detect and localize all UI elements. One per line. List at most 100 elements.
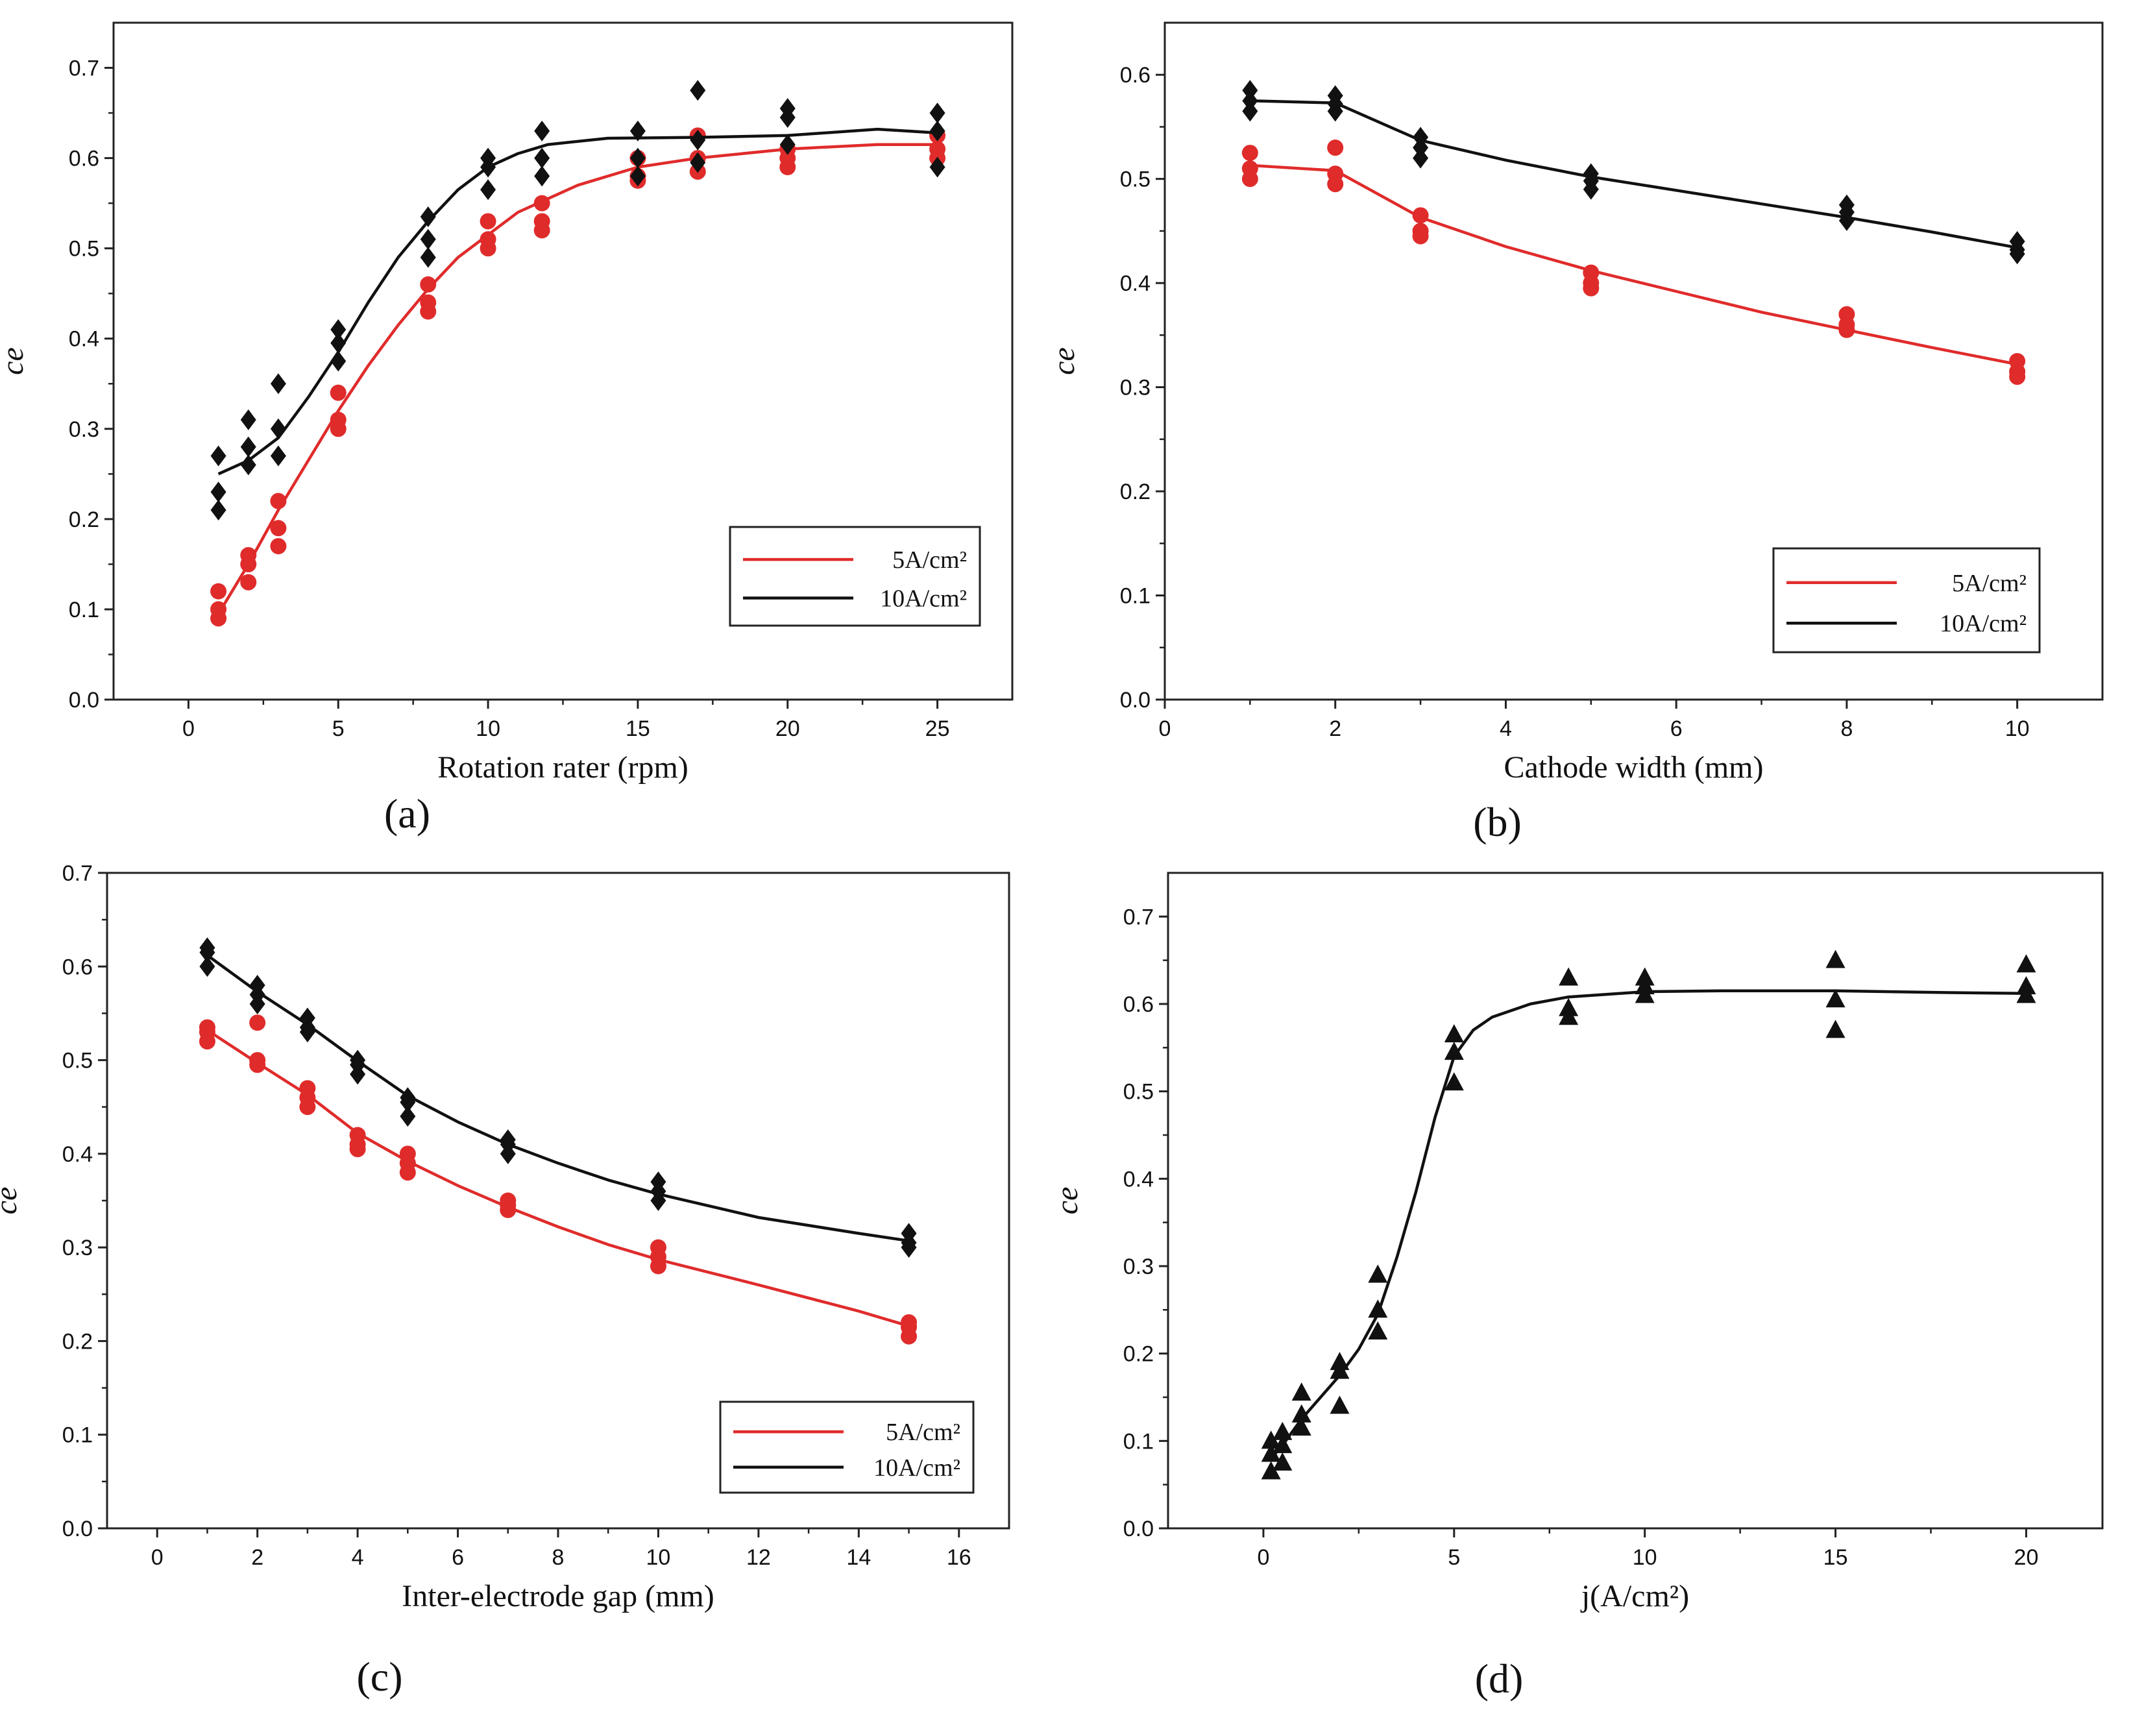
x-tick-label: 15	[626, 716, 650, 741]
data-point-diamond	[400, 1092, 416, 1113]
data-point-triangle	[1291, 1404, 1311, 1423]
fit-curve	[217, 143, 938, 615]
x-tick-label: 20	[2014, 1545, 2039, 1570]
data-point-diamond	[199, 942, 215, 963]
data-point-circle	[349, 1141, 366, 1158]
x-tick-label: 8	[552, 1545, 565, 1570]
data-point-triangle	[1368, 1299, 1388, 1318]
legend-entry: 5A/cm²	[1952, 570, 2027, 597]
y-axis-label: ce	[0, 1187, 23, 1215]
data-point-circle	[249, 1014, 266, 1031]
x-tick-label: 25	[925, 716, 950, 741]
x-tick-label: 0	[182, 716, 195, 741]
x-tick-label: 20	[775, 716, 800, 741]
data-point-diamond	[240, 409, 256, 430]
data-point-diamond	[1242, 101, 1258, 122]
data-point-triangle	[1330, 1395, 1350, 1414]
data-point-diamond	[270, 373, 286, 395]
y-tick-label: 0.4	[62, 1142, 93, 1167]
legend: 5A/cm² 10A/cm²	[729, 526, 981, 627]
data-point-diamond	[270, 418, 286, 439]
data-point-diamond	[420, 206, 436, 227]
legend-entry: 10A/cm²	[873, 1454, 960, 1482]
data-point-diamond	[901, 1237, 917, 1258]
x-tick-label: 10	[646, 1545, 671, 1570]
data-point-diamond	[210, 499, 226, 520]
x-tick-label: 5	[1448, 1545, 1460, 1570]
series-1	[1241, 140, 2026, 385]
data-point-circle	[270, 520, 287, 537]
legend: 5A/cm² 10A/cm²	[719, 1400, 975, 1494]
y-tick-label: 0.5	[1120, 167, 1151, 192]
plot-frame	[1163, 21, 2104, 701]
panel-label: (b)	[1473, 799, 1522, 845]
legend-entry: 5A/cm²	[886, 1419, 960, 1446]
data-point-triangle	[1261, 1461, 1281, 1480]
data-point-diamond	[1242, 80, 1258, 101]
data-point-diamond	[500, 1143, 516, 1164]
y-tick-label: 0.7	[1123, 905, 1154, 929]
legend-box	[729, 526, 981, 627]
data-point-diamond	[420, 228, 436, 250]
data-point-triangle	[1261, 1430, 1281, 1449]
data-point-circle	[210, 583, 227, 600]
y-tick-label: 0.5	[62, 1049, 93, 1073]
data-point-circle	[399, 1164, 416, 1181]
series-1	[199, 1014, 918, 1345]
data-point-diamond	[210, 445, 226, 467]
data-point-triangle	[1825, 949, 1846, 968]
data-point-circle	[533, 195, 550, 212]
legend-entry: 5A/cm²	[892, 546, 967, 574]
data-point-circle	[299, 1099, 316, 1116]
y-tick-label: 0.4	[1120, 271, 1151, 296]
y-tick-label: 0.1	[69, 598, 99, 622]
data-point-diamond	[210, 482, 226, 503]
y-tick-label: 0.0	[69, 688, 99, 713]
y-tick-label: 0.4	[69, 327, 99, 352]
y-tick-label: 0.5	[1123, 1080, 1154, 1105]
chart-panel-c: 0 2 4 6 8 10 12 14 16 0.0 0.1 0.2 0.3 0.4 0.5 0.6 0.7 Int…	[0, 861, 1010, 1700]
data-point-diamond	[1583, 178, 1599, 200]
y-tick-label: 0.0	[1120, 688, 1151, 713]
data-point-diamond	[1413, 127, 1429, 148]
series-1	[210, 127, 946, 627]
data-point-triangle	[1444, 1024, 1464, 1043]
y-tick-label: 0.2	[62, 1329, 93, 1354]
data-point-circle	[779, 159, 796, 176]
data-point-triangle	[1559, 1007, 1579, 1025]
x-tick-label: 14	[846, 1545, 871, 1570]
data-point-diamond	[2009, 243, 2025, 265]
data-point-triangle	[1444, 1042, 1464, 1060]
x-tick-label: 2	[251, 1545, 263, 1570]
data-point-diamond	[240, 436, 256, 458]
data-point-diamond	[350, 1064, 366, 1085]
data-point-diamond	[929, 120, 945, 141]
x-axis-label: Rotation rater (rpm)	[437, 750, 688, 785]
data-point-triangle	[1825, 1020, 1846, 1038]
y-tick-label: 0.1	[62, 1423, 93, 1448]
data-point-diamond	[650, 1190, 666, 1211]
data-point-circle	[330, 421, 347, 437]
x-tick-label: 8	[1840, 716, 1853, 741]
x-tick-label: 5	[332, 716, 345, 741]
y-tick-label: 0.4	[1123, 1167, 1154, 1192]
data-point-diamond	[779, 134, 796, 155]
x-tick-label: 10	[1633, 1545, 1657, 1570]
data-point-triangle	[1261, 1443, 1281, 1462]
data-point-triangle	[1368, 1264, 1388, 1283]
data-point-diamond	[929, 103, 945, 124]
x-axis-label: Inter-electrode gap (mm)	[402, 1579, 714, 1613]
y-tick-label: 0.0	[62, 1517, 93, 1541]
fit-curve	[217, 127, 938, 476]
y-tick-label: 0.7	[62, 861, 93, 886]
data-point-circle	[210, 610, 227, 627]
y-tick-label: 0.5	[69, 237, 99, 262]
data-point-diamond	[199, 956, 215, 977]
data-point-circle	[420, 303, 437, 320]
data-point-triangle	[2016, 954, 2036, 973]
data-point-diamond	[1327, 101, 1343, 122]
series-2	[1242, 80, 2025, 265]
data-point-triangle	[1559, 967, 1579, 986]
data-point-diamond	[690, 80, 706, 101]
data-point-diamond	[629, 120, 646, 141]
